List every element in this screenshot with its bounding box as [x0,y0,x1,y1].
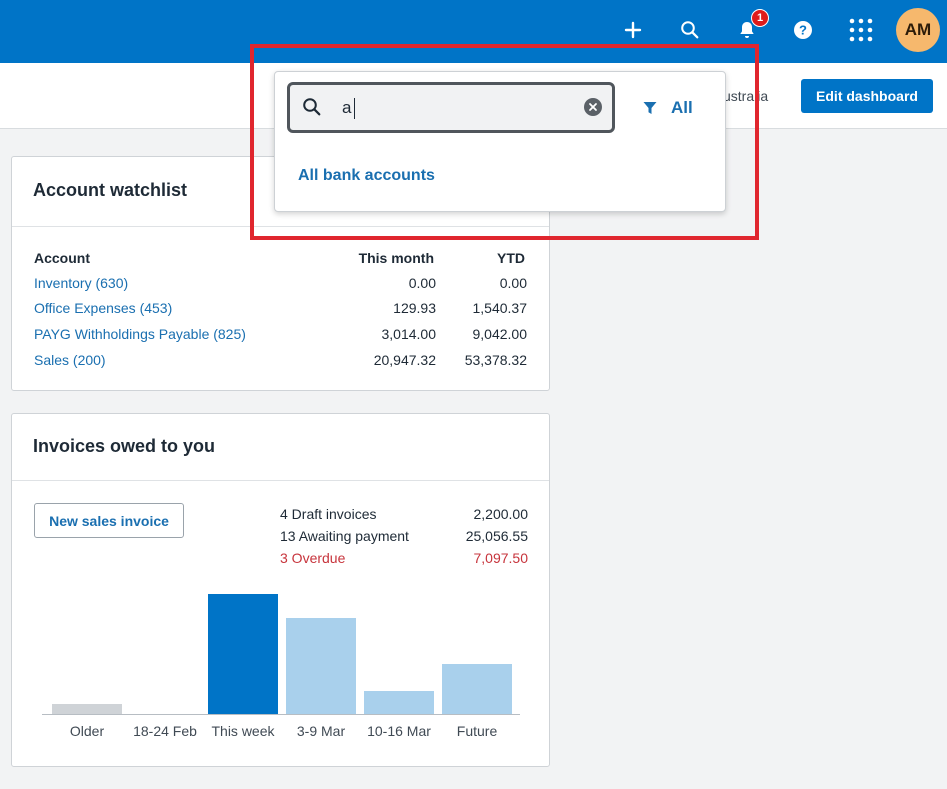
bar-this-week[interactable] [208,594,278,714]
divider [12,226,549,227]
account-link[interactable]: Sales (200) [34,352,106,368]
filter-label: All [671,98,693,118]
account-link[interactable]: PAYG Withholdings Payable (825) [34,326,246,342]
account-link[interactable]: Inventory (630) [34,275,128,291]
plus-icon[interactable] [617,14,649,46]
table-row: Inventory (630) 0.00 0.00 [12,275,551,301]
ytd-value: 9,042.00 [473,326,528,342]
clear-search-icon[interactable] [584,98,602,116]
this-month-value: 3,014.00 [382,326,437,342]
x-tick-label: This week [211,723,275,739]
bar-3-9-mar[interactable] [286,618,356,714]
invoices-owed-card: Invoices owed to you New sales invoice 4… [11,413,550,767]
this-month-value: 129.93 [393,300,436,316]
column-header-this-month: This month [359,250,434,266]
new-sales-invoice-button[interactable]: New sales invoice [34,503,184,538]
top-navigation-bar: 1 ? AM [0,0,947,63]
this-month-value: 20,947.32 [374,352,436,368]
ytd-value: 53,378.32 [465,352,527,368]
search-icon [302,97,322,122]
invoices-bar-chart: Older 18-24 Feb This week 3-9 Mar 10-16 Mar F… [42,564,522,754]
bar-10-16-mar[interactable] [364,691,434,714]
help-icon[interactable]: ? [787,14,819,46]
column-header-ytd: YTD [497,250,525,266]
text-caret [354,98,355,119]
svg-text:?: ? [799,23,807,38]
summary-label: 4 Draft invoices [280,506,376,522]
organisation-name: ustralia [723,88,768,104]
card-title: Account watchlist [33,180,187,201]
x-tick-label: 3-9 Mar [297,723,346,739]
search-icon[interactable] [674,14,706,46]
x-tick-label: 18-24 Feb [133,723,197,739]
card-title: Invoices owed to you [33,436,215,457]
search-input[interactable] [342,95,562,121]
x-tick-label: 10-16 Mar [367,723,431,739]
ytd-value: 1,540.37 [473,300,528,316]
column-header-account: Account [34,250,90,266]
table-row: Office Expenses (453) 129.93 1,540.37 [12,300,551,326]
filter-all-button[interactable]: All [643,96,693,120]
summary-value: 25,056.55 [466,528,528,544]
table-row: PAYG Withholdings Payable (825) 3,014.00… [12,326,551,352]
table-row: Sales (200) 20,947.32 53,378.32 [12,352,551,378]
x-tick-label: Future [457,723,498,739]
notification-count-badge: 1 [751,9,769,27]
edit-dashboard-button[interactable]: Edit dashboard [801,79,933,113]
bar-older[interactable] [52,704,122,714]
search-result-option[interactable]: All bank accounts [298,167,435,185]
search-dropdown: All All bank accounts [274,71,726,212]
summary-label: 13 Awaiting payment [280,528,409,544]
bar-future[interactable] [442,664,512,714]
apps-grid-icon[interactable] [845,14,877,46]
ytd-value: 0.00 [500,275,527,291]
user-avatar[interactable]: AM [896,8,940,52]
summary-value: 2,200.00 [474,506,529,522]
divider [12,480,549,481]
this-month-value: 0.00 [409,275,436,291]
filter-icon [643,101,657,115]
search-box [287,82,615,133]
account-link[interactable]: Office Expenses (453) [34,300,172,316]
bar-chart-svg: Older 18-24 Feb This week 3-9 Mar 10-16 Mar F… [42,564,522,754]
x-tick-label: Older [70,723,105,739]
